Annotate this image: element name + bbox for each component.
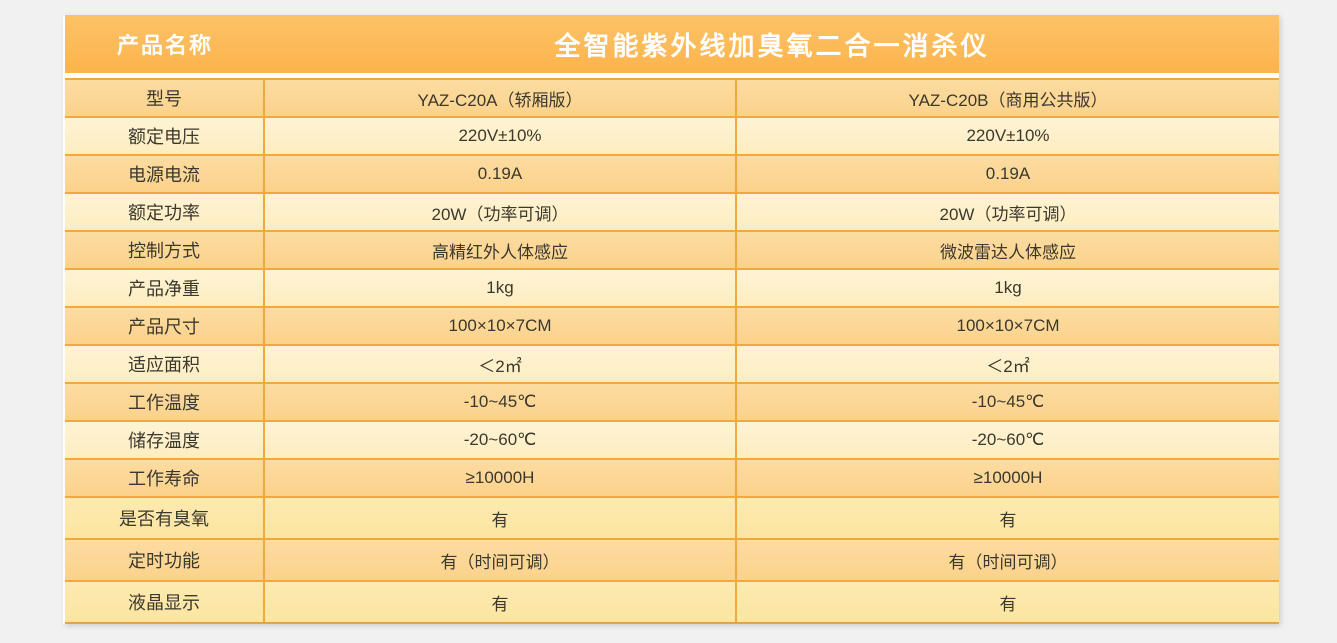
spec-value-c20a: 20W（功率可调） <box>265 194 737 230</box>
spec-label: 电源电流 <box>65 156 265 192</box>
spec-label: 工作温度 <box>65 384 265 420</box>
spec-value-c20a: -10~45℃ <box>265 384 737 420</box>
spec-row: 额定电压 220V±10% 220V±10% <box>65 116 1279 154</box>
spec-value-c20a: 高精红外人体感应 <box>265 232 737 268</box>
spec-value-c20b: ＜2㎡ <box>986 356 1030 376</box>
spec-row: 型号 YAZ-C20A（轿厢版） YAZ-C20B（商用公共版） <box>65 78 1279 116</box>
spec-value-c20a: 有（时间可调） <box>265 540 737 580</box>
spec-label: 额定功率 <box>65 194 265 230</box>
spec-value-c20a: 220V±10% <box>265 118 737 154</box>
spec-value-c20b: 220V±10% <box>966 126 1050 145</box>
spec-row: 工作寿命 ≥10000H ≥10000H <box>65 458 1279 496</box>
spec-label: 是否有臭氧 <box>65 498 265 538</box>
spec-value-c20b: YAZ-C20B（商用公共版） <box>908 90 1108 110</box>
header-product-title: 全智能紫外线加臭氧二合一消杀仪 <box>554 31 990 61</box>
product-spec-table: 产品名称 全智能紫外线加臭氧二合一消杀仪 型号 YAZ-C20A（轿厢版） YA… <box>63 15 1279 624</box>
spec-value-c20b: 20W（功率可调） <box>939 204 1077 224</box>
spec-value-c20b: ≥10000H <box>973 468 1043 487</box>
spec-row: 是否有臭氧 有 有 <box>65 496 1279 538</box>
spec-row: 控制方式 高精红外人体感应 微波雷达人体感应 <box>65 230 1279 268</box>
spec-label: 储存温度 <box>65 422 265 458</box>
spec-label: 定时功能 <box>65 540 265 580</box>
spec-table-body: 型号 YAZ-C20A（轿厢版） YAZ-C20B（商用公共版） 额定电压 22… <box>65 78 1279 624</box>
spec-row: 额定功率 20W（功率可调） 20W（功率可调） <box>65 192 1279 230</box>
spec-label: 型号 <box>65 80 265 116</box>
spec-row: 定时功能 有（时间可调） 有（时间可调） <box>65 538 1279 580</box>
spec-label: 额定电压 <box>65 118 265 154</box>
table-header-row: 产品名称 全智能紫外线加臭氧二合一消杀仪 <box>65 15 1279 73</box>
spec-row: 储存温度 -20~60℃ -20~60℃ <box>65 420 1279 458</box>
header-product-name-label: 产品名称 <box>116 33 213 58</box>
spec-label: 产品尺寸 <box>65 308 265 344</box>
spec-label: 控制方式 <box>65 232 265 268</box>
spec-value-c20a: ≥10000H <box>265 460 737 496</box>
spec-row: 适应面积 ＜2㎡ ＜2㎡ <box>65 344 1279 382</box>
spec-row: 产品净重 1kg 1kg <box>65 268 1279 306</box>
spec-value-c20b: 有（时间可调） <box>948 552 1068 572</box>
spec-value-c20a: YAZ-C20A（轿厢版） <box>265 80 737 116</box>
spec-row: 电源电流 0.19A 0.19A <box>65 154 1279 192</box>
spec-value-c20b: 有 <box>999 594 1017 614</box>
spec-value-c20a: 0.19A <box>265 156 737 192</box>
spec-value-c20b: 有 <box>999 510 1017 530</box>
spec-label: 适应面积 <box>65 346 265 382</box>
spec-row: 工作温度 -10~45℃ -10~45℃ <box>65 382 1279 420</box>
header-separator <box>65 73 1279 78</box>
spec-value-c20b: -20~60℃ <box>971 430 1045 449</box>
spec-label: 液晶显示 <box>65 582 265 622</box>
spec-value-c20a: ＜2㎡ <box>265 346 737 382</box>
spec-value-c20a: -20~60℃ <box>265 422 737 458</box>
spec-value-c20b: 1kg <box>994 278 1022 297</box>
spec-value-c20a: 100×10×7CM <box>265 308 737 344</box>
spec-value-c20b: 100×10×7CM <box>956 316 1060 335</box>
spec-value-c20b: 0.19A <box>985 164 1031 183</box>
spec-value-c20a: 1kg <box>265 270 737 306</box>
spec-value-c20b: -10~45℃ <box>971 392 1045 411</box>
spec-value-c20a: 有 <box>265 582 737 622</box>
spec-label: 产品净重 <box>65 270 265 306</box>
spec-row: 液晶显示 有 有 <box>65 580 1279 624</box>
spec-value-c20a: 有 <box>265 498 737 538</box>
spec-value-c20b: 微波雷达人体感应 <box>940 242 1076 262</box>
spec-row: 产品尺寸 100×10×7CM 100×10×7CM <box>65 306 1279 344</box>
spec-label: 工作寿命 <box>65 460 265 496</box>
